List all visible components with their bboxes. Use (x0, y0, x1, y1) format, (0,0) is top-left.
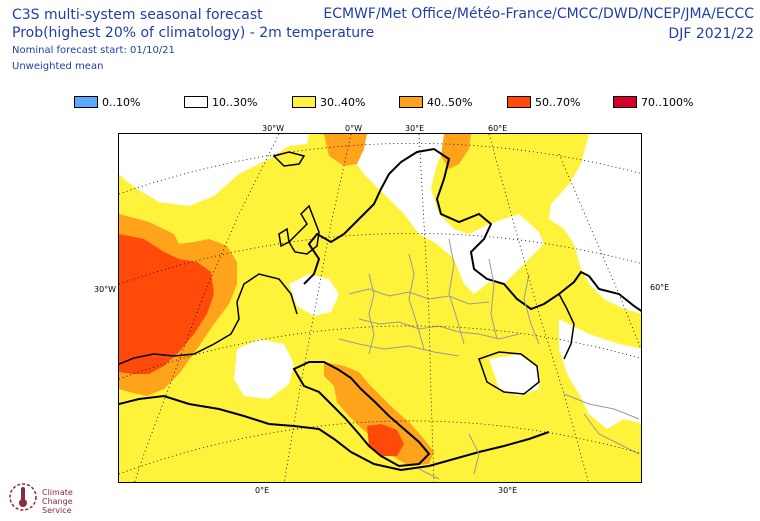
axis-label-top: 30°W (262, 124, 285, 133)
region-10-30 (334, 134, 544, 294)
map-canvas (119, 134, 641, 482)
thermometer-globe-icon (9, 483, 37, 511)
legend: 0..10% 10..30% 30..40% 40..50% 50..70% 7… (74, 95, 714, 111)
coastline (119, 273, 298, 365)
forecast-start: Nominal forecast start: 01/10/21 (12, 45, 175, 56)
legend-label: 30..40% (320, 95, 366, 109)
probability-map (118, 133, 642, 483)
axis-label-left: 30°W (94, 285, 117, 294)
region-10-30 (489, 354, 539, 396)
legend-item: 70..100% (613, 95, 693, 109)
coastline (288, 204, 320, 255)
legend-swatch (184, 96, 208, 108)
region-10-30 (119, 134, 309, 206)
header-left: C3S multi-system seasonal forecast Prob(… (12, 6, 374, 74)
legend-item: 50..70% (507, 95, 580, 109)
legend-label: 50..70% (535, 95, 581, 109)
coastline (478, 351, 540, 395)
region-10-30 (559, 319, 641, 429)
axis-label-bottom: 30°E (498, 486, 518, 495)
legend-swatch (74, 96, 98, 108)
season-label: DJF 2021/22 (668, 26, 754, 42)
region-10-30 (289, 274, 339, 316)
graticule (119, 134, 641, 482)
logo-text: Climate (42, 488, 73, 497)
legend-swatch (292, 96, 316, 108)
region-40-50 (324, 362, 434, 466)
axis-label-bottom: 0°E (255, 486, 270, 495)
legend-label: 10..30% (212, 95, 258, 109)
axis-label-right: 60°E (650, 283, 670, 292)
logo-text: Change (42, 497, 73, 506)
legend-swatch (507, 96, 531, 108)
axis-label-top: 30°E (405, 124, 425, 133)
mean-type: Unweighted mean (12, 61, 104, 72)
legend-label: 0..10% (102, 95, 141, 109)
header-right: ECMWF/Met Office/Météo-France/CMCC/DWD/N… (323, 4, 754, 44)
legend-label: 70..100% (641, 95, 694, 109)
axis-label-top: 0°W (345, 124, 362, 133)
region-40-50 (324, 134, 367, 166)
forecast-systems: ECMWF/Met Office/Météo-France/CMCC/DWD/N… (323, 6, 754, 22)
region-10-30 (549, 134, 641, 314)
logo-text: Service (42, 506, 72, 515)
legend-item: 30..40% (292, 95, 365, 109)
coastline (278, 227, 290, 248)
region-50-70 (367, 424, 404, 456)
coastline (303, 147, 641, 312)
axis-label-top: 60°E (488, 124, 508, 133)
legend-item: 40..50% (399, 95, 472, 109)
coastline (119, 394, 550, 472)
region-10-30 (234, 339, 294, 399)
region-50-70 (119, 234, 214, 374)
legend-item: 10..30% (184, 95, 257, 109)
country-borders (338, 238, 640, 480)
map-title: C3S multi-system seasonal forecast (12, 7, 263, 23)
legend-item: 0..10% (74, 95, 140, 109)
legend-swatch (613, 96, 637, 108)
climate-change-service-logo: Climate Change Service (6, 478, 116, 518)
map-subtitle: Prob(highest 20% of climatology) - 2m te… (12, 25, 375, 41)
coastline (292, 361, 431, 468)
legend-label: 40..50% (427, 95, 473, 109)
legend-swatch (399, 96, 423, 108)
coastline (558, 293, 575, 360)
